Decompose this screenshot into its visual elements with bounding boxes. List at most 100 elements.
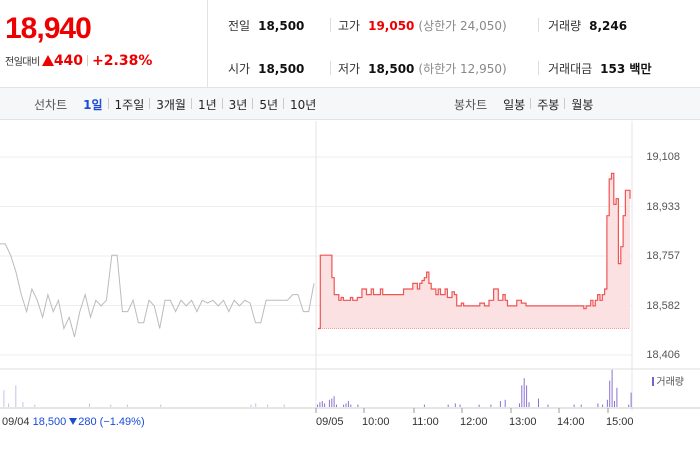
volume-bar	[459, 404, 461, 407]
tab-monthly[interactable]: 월봉	[564, 96, 599, 113]
up-arrow-icon	[41, 55, 54, 66]
prev-close-stat: 전일 18,500	[228, 17, 304, 34]
divider	[538, 61, 539, 75]
chart-period-tabs: 선차트 1일 1주일 3개월 1년 3년 5년 10년 봉차트 일봉 주봉 월봉	[0, 88, 700, 120]
volume-bar	[609, 380, 611, 407]
volume-bar	[526, 385, 528, 407]
volume-bar	[630, 392, 632, 407]
volume-bar	[538, 398, 539, 407]
volume-bar	[126, 404, 128, 407]
volume-swatch	[652, 377, 655, 386]
open-stat: 시가 18,500	[228, 60, 304, 77]
volume-legend-label: 거래량	[656, 377, 684, 388]
volume-bar	[3, 390, 5, 407]
low-value: 18,500	[368, 62, 415, 76]
prev-day-change: 280	[78, 416, 97, 428]
prev-day-close: 18,500	[32, 416, 67, 428]
today-series-area	[318, 173, 630, 329]
today-series-line	[318, 172, 631, 330]
volume-bar	[547, 404, 549, 407]
prev-close-label: 전일	[228, 19, 251, 33]
line-chart-label: 선차트	[34, 97, 68, 112]
volume-bar	[319, 402, 321, 407]
volume-bar	[250, 404, 252, 407]
volume-bar	[628, 404, 630, 407]
volume-bar	[343, 404, 345, 407]
tab-5y[interactable]: 5년	[252, 96, 284, 113]
down-arrow-icon	[69, 418, 78, 425]
tab-3m[interactable]: 3개월	[149, 96, 192, 113]
price-box: 18,940 전일대비 440 +2.38%	[0, 0, 208, 88]
volume-bar	[528, 402, 530, 407]
low-stat: 저가 18,500 (하한가 12,950)	[338, 60, 507, 77]
change-amount: 440	[53, 53, 84, 69]
volume-bar	[347, 401, 349, 407]
volume-bar	[573, 404, 575, 407]
divider	[87, 55, 89, 66]
volume-bar	[597, 403, 599, 407]
volume-bar	[331, 398, 333, 407]
volume-bar	[519, 403, 520, 407]
high-value: 19,050	[368, 19, 415, 33]
amount-stat: 거래대금 153 백만	[548, 60, 651, 77]
volume-bar	[345, 403, 347, 407]
x-tick-label: 09/05	[316, 416, 344, 428]
volume-bar	[478, 404, 480, 407]
x-tick-label: 14:00	[557, 416, 585, 428]
tab-10y[interactable]: 10년	[283, 96, 322, 113]
upper-limit: (상한가 24,050)	[418, 19, 507, 33]
volume-bar	[490, 404, 492, 407]
volume-bar	[88, 403, 90, 407]
tab-1y[interactable]: 1년	[190, 96, 223, 113]
volume-bar	[614, 401, 615, 407]
change-rate: +2.38%	[92, 53, 153, 69]
tab-1d[interactable]: 1일	[83, 97, 103, 112]
amount-value: 153 백만	[600, 62, 652, 76]
volume-bar	[22, 402, 24, 407]
divider	[538, 18, 539, 32]
x-tick-label: 15:00	[606, 416, 634, 428]
volume-bar	[15, 385, 17, 407]
x-tick-label: 13:00	[509, 416, 537, 428]
volume-bar	[521, 385, 523, 407]
volume-stat: 거래량 8,246	[548, 17, 627, 34]
y-tick-label: 19,108	[646, 151, 680, 163]
volume-bar	[255, 403, 257, 407]
volume-bar	[616, 387, 618, 407]
volume-bar	[267, 404, 269, 407]
open-label: 시가	[228, 62, 251, 76]
volume-bar	[606, 399, 608, 407]
divider	[330, 61, 331, 75]
x-tick-label: 12:00	[460, 416, 488, 428]
prev-day-summary: 09/04 18,500 280 (−1.49%)	[2, 416, 145, 428]
y-tick-label: 18,757	[646, 250, 680, 262]
volume-bar	[423, 404, 425, 407]
volume-bar	[324, 403, 326, 407]
volume-bar	[317, 404, 318, 407]
prev-close-value: 18,500	[258, 19, 305, 33]
volume-bar	[321, 401, 323, 407]
tab-weekly[interactable]: 주봉	[530, 96, 565, 113]
current-price: 18,940	[5, 12, 92, 45]
volume-bar	[283, 404, 285, 407]
divider	[330, 18, 331, 32]
change-label: 전일대비	[5, 57, 40, 68]
volume-bar	[336, 404, 337, 407]
open-value: 18,500	[258, 62, 305, 76]
volume-bar	[160, 404, 162, 407]
tab-3y[interactable]: 3년	[221, 96, 254, 113]
tab-1w[interactable]: 1주일	[107, 96, 151, 113]
volume-bar	[350, 404, 352, 407]
prev-day-series-line	[0, 243, 315, 338]
volume-label: 거래량	[548, 19, 582, 33]
high-stat: 고가 19,050 (상한가 24,050)	[338, 17, 507, 34]
candle-chart-tabs: 봉차트 일봉 주봉 월봉	[454, 88, 599, 120]
volume-legend: 거래량	[652, 373, 684, 388]
tab-daily[interactable]: 일봉	[503, 97, 526, 112]
change-row: 전일대비 440 +2.38%	[5, 53, 152, 69]
volume-bar	[333, 396, 335, 407]
volume-value: 8,246	[589, 19, 628, 33]
price-chart[interactable]: 19,108 18,933 18,757 18,582 18,406 거래량 0…	[0, 121, 700, 450]
volume-bar	[8, 403, 10, 407]
x-tick-label: 11:00	[412, 416, 439, 428]
